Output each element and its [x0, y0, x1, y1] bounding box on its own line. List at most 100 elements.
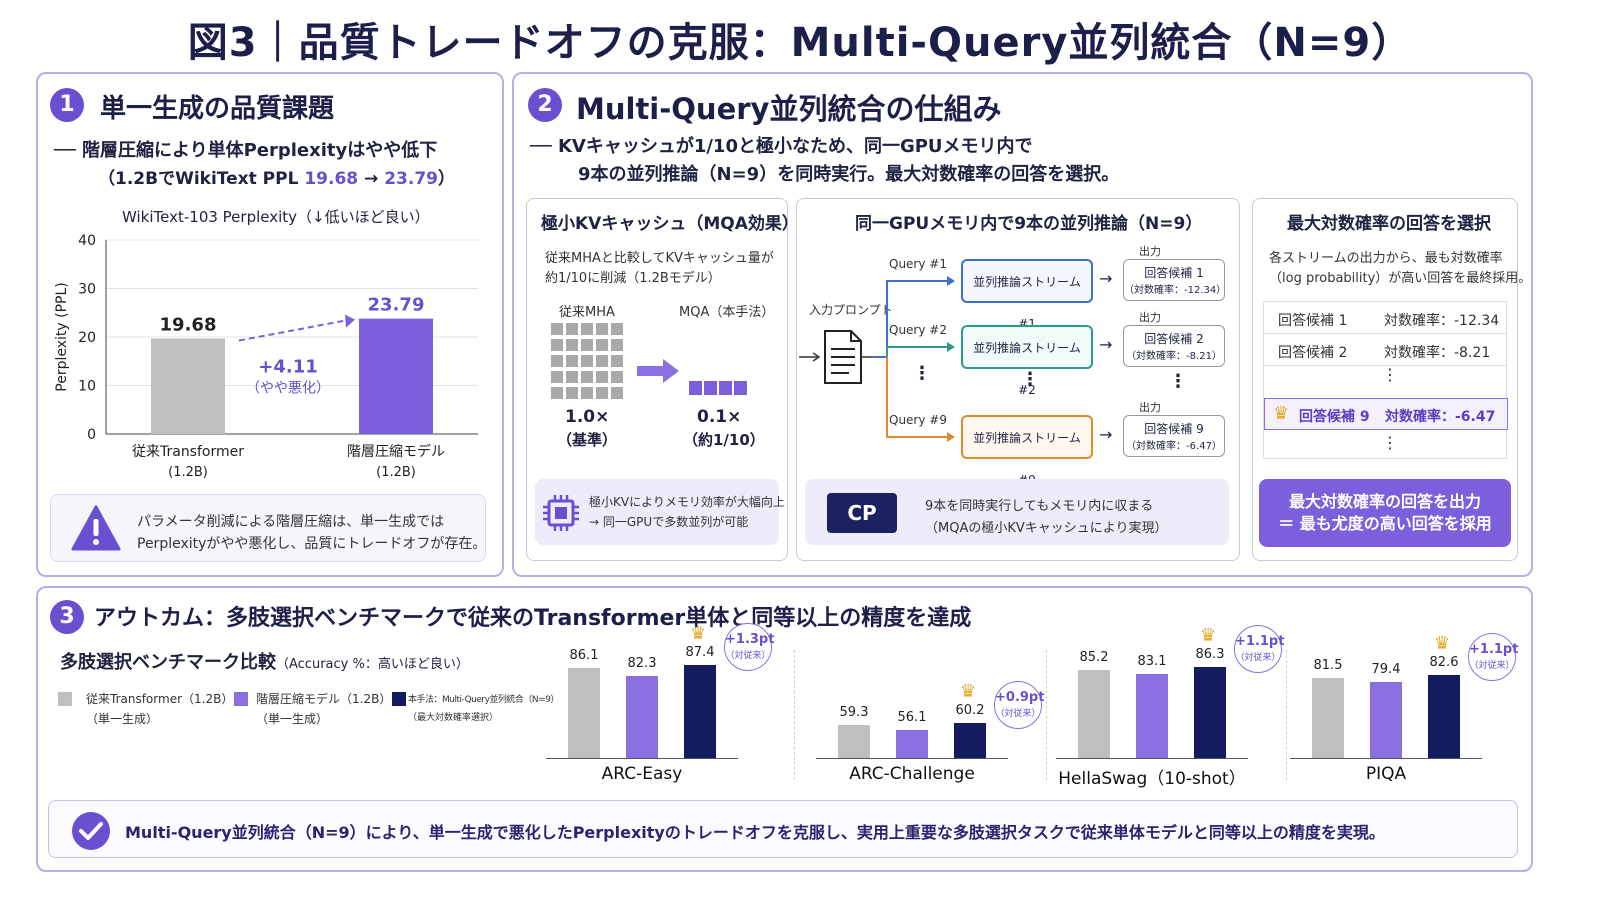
- bar-value-label: 79.4: [1371, 662, 1401, 678]
- bar-value-label: 60.2: [955, 703, 985, 719]
- candidate-table: 回答候補 1 対数確率：-12.34 回答候補 2 対数確率：-8.21 ⋮ ♛…: [1263, 301, 1508, 459]
- panel3-number: 3: [50, 600, 84, 634]
- kv-desc2: 約1/10に削減（1.2Bモデル）: [545, 271, 721, 286]
- legend-sub-proposed: （最大対数確率選択）: [408, 713, 499, 723]
- arrow-2: →: [1099, 335, 1113, 354]
- output-label-1: 出力: [1139, 245, 1161, 258]
- y-tick-label: 10: [78, 379, 96, 395]
- conclusion-text: Multi-Query並列統合（N=9）により、単一生成で悪化したPerplex…: [125, 823, 1385, 842]
- delta-note: （対従来）: [725, 650, 771, 661]
- panel2-number: 2: [528, 88, 562, 122]
- delta-value: +4.11: [258, 357, 318, 378]
- bar-value-label: 82.6: [1429, 655, 1459, 671]
- gpu-foot1: 9本を同時実行してもメモリ内に収まる: [925, 499, 1154, 514]
- baseline: [1056, 758, 1248, 759]
- warning-box: パラメータ削減による階層圧縮は、単一生成では Perplexityがやや悪化し、…: [50, 494, 486, 562]
- group-divider: [794, 650, 795, 780]
- y-tick-label: 40: [78, 233, 96, 249]
- legend-label-proposed: 本手法：Multi-Query並列統合（N=9）: [408, 695, 559, 705]
- y-tick-label: 20: [78, 330, 96, 346]
- y-tick-label: 30: [78, 282, 96, 298]
- warning-icon: [71, 505, 121, 551]
- legend-swatch-compressed: [234, 692, 248, 706]
- panel1-number: 1: [50, 88, 84, 122]
- conclusion-box: Multi-Query並列統合（N=9）により、単一生成で悪化したPerplex…: [48, 800, 1518, 858]
- check-circle-icon: [72, 812, 110, 850]
- x-category-label: 階層圧縮モデル: [347, 443, 445, 460]
- x-category-label: ARC-Easy: [601, 764, 683, 784]
- mqa-blocks-icon: [689, 381, 747, 395]
- bar: [626, 675, 658, 758]
- select-desc2: （log probability）が高い回答を最終採用。: [1269, 271, 1532, 286]
- output-label-2: 出力: [1139, 311, 1161, 324]
- query-1: Query #1: [889, 257, 947, 271]
- mha-note: （基準）: [557, 431, 618, 449]
- bar-value-label: 59.3: [839, 704, 869, 720]
- bar: [1194, 667, 1226, 758]
- input-label: 入力プロンプト: [809, 303, 893, 317]
- bench-chart-title: 多肢選択ベンチマーク比較（Accuracy %：高いほど良い）: [60, 652, 469, 673]
- candidate-1: 回答候補 1 （対数確率：-12.34）: [1123, 259, 1226, 301]
- page-title: 図3｜品質トレードオフの克服：Multi-Query並列統合（N=9）: [187, 20, 1413, 66]
- delta-arrow: [238, 319, 346, 342]
- ppl-chart-title: WikiText-103 Perplexity（↓低いほど良い）: [122, 208, 430, 226]
- legend-swatch-proposed: [392, 692, 406, 706]
- delta-arrowhead: [345, 314, 355, 328]
- delta-note: （やや悪化）: [246, 381, 330, 397]
- query-9: Query #9: [889, 413, 947, 427]
- gpu-label: CP: [847, 501, 877, 525]
- delta-bubble: +0.9pt （対従来）: [994, 681, 1044, 730]
- bar-value-label: 23.79: [368, 295, 425, 316]
- legend-swatch-baseline: [58, 692, 72, 706]
- panel1-heading: 単一生成の品質課題: [100, 94, 335, 124]
- select-title: 最大対数確率の回答を選択: [1287, 214, 1491, 234]
- mha-grid-icon: [551, 323, 623, 399]
- candidate-2: 回答候補 2 （対数確率：-8.21）: [1123, 325, 1225, 367]
- x-category-label: ARC-Challenge: [849, 764, 975, 784]
- delta-note: （対従来）: [1469, 661, 1515, 672]
- kv-title: 極小KVキャッシュ（MQA効果）: [541, 214, 799, 234]
- output-label-9: 出力: [1139, 401, 1161, 414]
- legend-sub-baseline: （単一生成）: [86, 712, 159, 726]
- bar: [151, 338, 225, 434]
- bar: [1312, 677, 1344, 758]
- panel3-heading: アウトカム：多肢選択ベンチマークで従来のTransformer単体と同等以上の精…: [94, 606, 972, 631]
- bar-value-label: 86.3: [1195, 647, 1225, 663]
- arrow-right-icon: [637, 359, 679, 383]
- gpu-footer: CP 9本を同時実行してもメモリ内に収まる （MQAの極小KVキャッシュにより実…: [805, 479, 1229, 545]
- bar: [1428, 675, 1460, 758]
- kv-cache-box: 極小KVキャッシュ（MQA効果） 従来MHAと比較してKVキャッシュ量が 約1/…: [526, 198, 799, 561]
- y-axis-label: Perplexity (PPL): [54, 282, 70, 391]
- x-category-label: 従来Transformer: [132, 444, 244, 460]
- stream-connectors: [875, 276, 955, 442]
- mqa-label: MQA（本手法）: [679, 305, 775, 320]
- bar: [1370, 682, 1402, 758]
- kv-desc1: 従来MHAと比較してKVキャッシュ量が: [545, 251, 774, 266]
- bar: [838, 724, 870, 758]
- arrow-1: →: [1099, 269, 1113, 288]
- bar-value-label: 86.1: [569, 647, 599, 663]
- warning-line1: パラメータ削減による階層圧縮は、単一生成では: [137, 514, 445, 530]
- warning-line2: Perplexityがやや悪化し、品質にトレードオフが存在。: [137, 536, 487, 552]
- crown-icon: ♛: [960, 681, 977, 703]
- candidate-dots: ⋮: [1169, 371, 1187, 392]
- mha-label: 従来MHA: [559, 305, 615, 320]
- panel2-line2: 9本の並列推論（N=9）を同時実行。最大対数確率の回答を選択。: [578, 164, 1120, 185]
- delta-bubble: +1.3pt （対従来）: [724, 622, 774, 671]
- kv-foot1: 極小KVによりメモリ効率が大幅向上: [589, 495, 785, 509]
- baseline: [546, 758, 738, 759]
- select-box: 最大対数確率の回答を選択 各ストリームの出力から、最も対数確率 （log pro…: [1252, 198, 1531, 561]
- group-divider: [1286, 650, 1287, 780]
- table-dots: ⋮: [1382, 365, 1398, 384]
- document-icon: [799, 330, 877, 384]
- group-divider: [1046, 650, 1047, 780]
- baseline: [816, 758, 1008, 759]
- bar-value-label: 81.5: [1313, 657, 1343, 673]
- bar: [954, 723, 986, 758]
- ppl-chart: 0 10 20 30 40 Perplexity (PPL) 19.68 従来Transfor…: [54, 233, 478, 480]
- legend-label-baseline: 従来Transformer（1.2B）: [86, 692, 234, 706]
- bar: [684, 664, 716, 758]
- select-output-banner: 最大対数確率の回答を出力 ＝ 最も尤度の高い回答を採用: [1259, 479, 1511, 547]
- bar-value-label: 85.2: [1079, 649, 1109, 665]
- query-dots: ⋮: [913, 363, 931, 384]
